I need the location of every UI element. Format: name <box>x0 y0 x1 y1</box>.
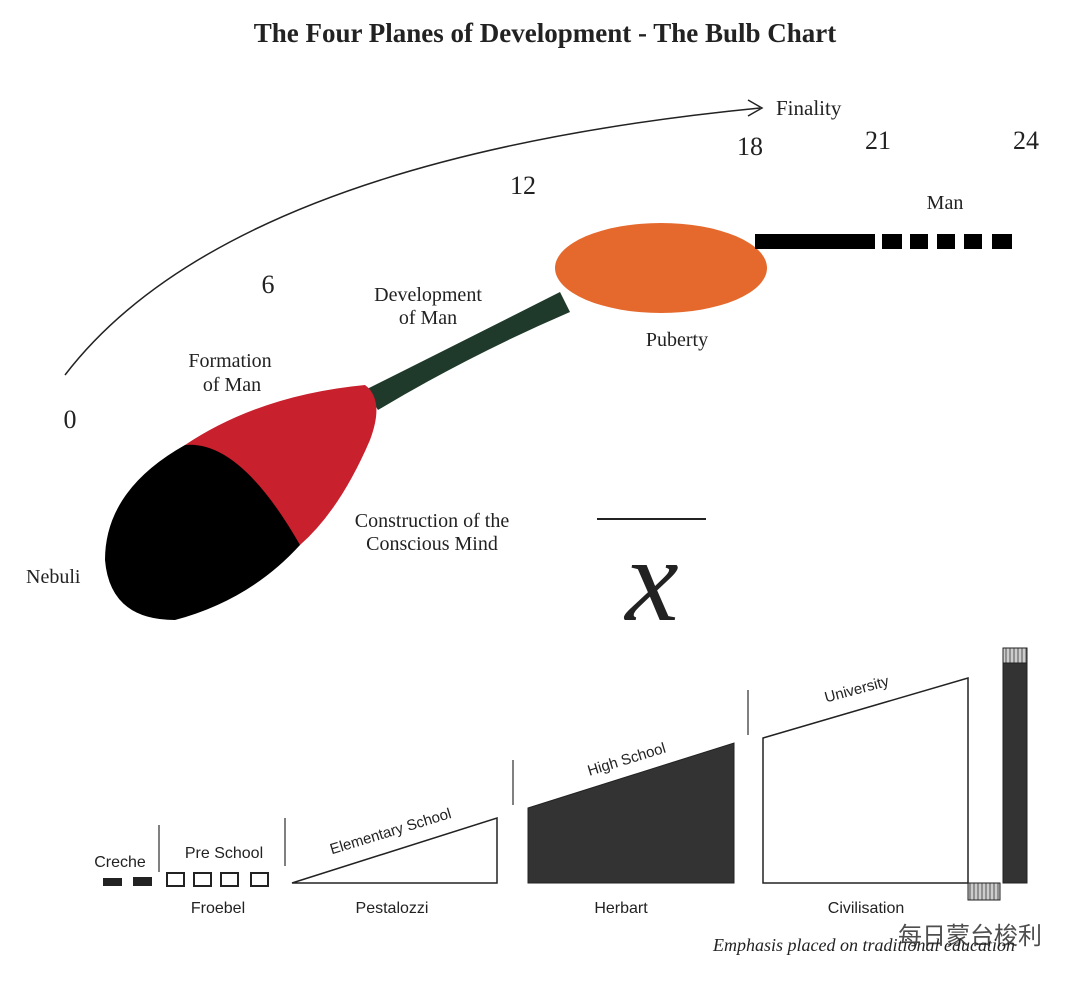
stage: University <box>823 673 891 707</box>
education-shapes <box>103 647 1028 901</box>
watermark: 每日蒙台梭利 <box>898 923 1042 950</box>
stage: Creche <box>94 854 146 871</box>
age: 21 <box>865 126 891 155</box>
stem <box>365 292 570 410</box>
label: Formation of Man <box>188 350 271 396</box>
label: Man <box>927 192 964 214</box>
age: 6 <box>262 270 275 299</box>
caption: Emphasis placed on traditional education <box>712 935 1015 955</box>
educator: Civilisation <box>828 900 904 917</box>
educator: Pestalozzi <box>356 900 429 917</box>
finality-label: Finality <box>776 96 842 120</box>
puberty-bulb <box>555 223 767 313</box>
timeline-arc <box>64 107 761 376</box>
x-bar-symbol: x <box>623 513 678 646</box>
red-region <box>185 385 377 545</box>
age: 18 <box>737 132 763 161</box>
educator: Herbart <box>594 900 648 917</box>
educator: Froebel <box>191 900 245 917</box>
stage: Pre School <box>185 845 263 862</box>
age: 0 <box>64 405 77 434</box>
label: Puberty <box>646 329 708 351</box>
age: 12 <box>510 171 536 200</box>
black-region <box>105 444 300 620</box>
man-dashes <box>882 234 1012 249</box>
label: Construction of the Conscious Mind <box>355 510 510 555</box>
bulb-labels: Nebuli Formation of Man Construction of t… <box>26 192 963 588</box>
label: Nebuli <box>26 566 81 588</box>
title: The Four Planes of Development - The Bul… <box>254 18 837 48</box>
arrow-head <box>747 99 764 117</box>
label: Development of Man <box>374 284 482 329</box>
ages: 0 6 12 18 21 24 <box>64 126 1040 434</box>
age: 24 <box>1013 126 1039 155</box>
man-line <box>755 234 875 249</box>
